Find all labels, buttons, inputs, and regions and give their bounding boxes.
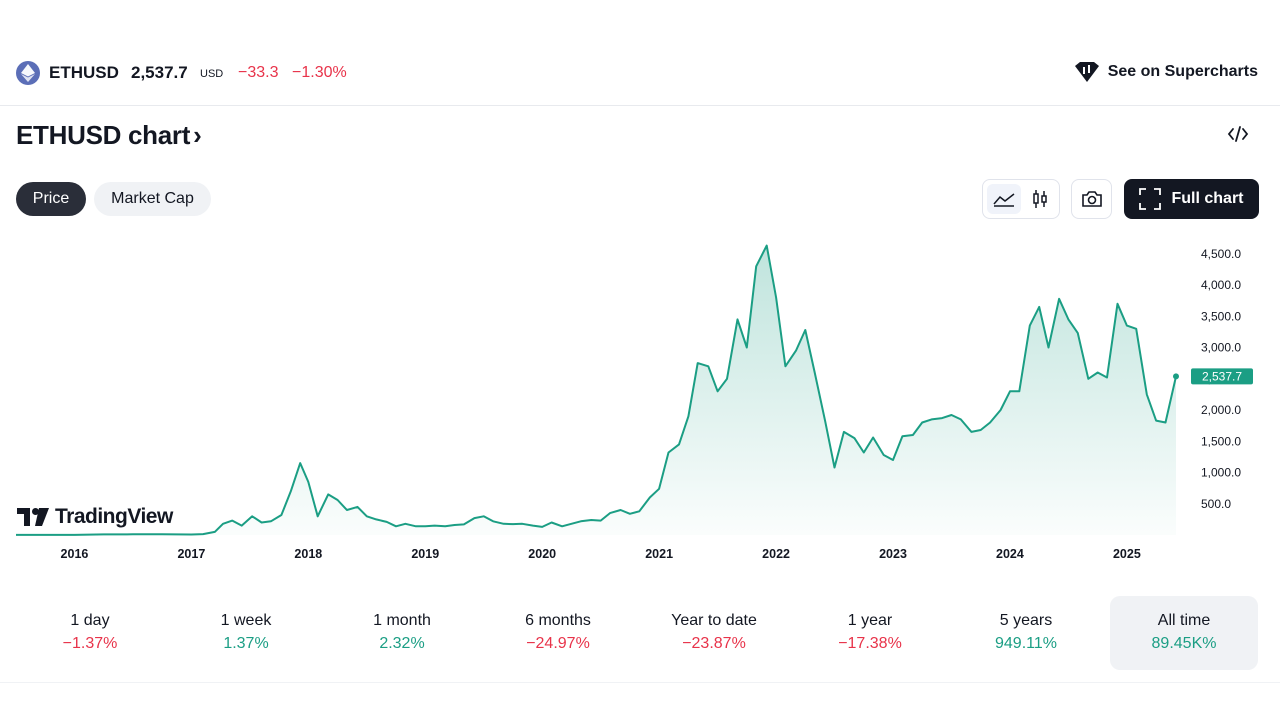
performance-periods: 1 day −1.37% 1 week 1.37% 1 month 2.32% … bbox=[16, 596, 1260, 670]
full-chart-button[interactable]: Full chart bbox=[1124, 179, 1259, 219]
currency-label: USD bbox=[200, 68, 224, 80]
x-tick-label: 2021 bbox=[645, 547, 673, 561]
price-change: −33.3 bbox=[238, 64, 279, 81]
page-title[interactable]: ETHUSD chart › bbox=[16, 120, 202, 151]
x-tick-label: 2023 bbox=[879, 547, 907, 561]
y-tick-label: 3,000.0 bbox=[1201, 341, 1241, 355]
divider bbox=[0, 682, 1280, 683]
period-label: All time bbox=[1157, 612, 1211, 629]
period-label: 1 day bbox=[70, 612, 110, 629]
x-tick-label: 2020 bbox=[528, 547, 556, 561]
period-value: 949.11% bbox=[995, 635, 1057, 652]
period-label: 5 years bbox=[999, 612, 1053, 629]
x-tick-label: 2018 bbox=[294, 547, 322, 561]
chart-type-toggle bbox=[982, 179, 1060, 219]
period-value: 2.32% bbox=[379, 635, 425, 652]
y-tick-label: 3,500.0 bbox=[1201, 309, 1241, 323]
period-value: −1.37% bbox=[62, 635, 118, 652]
period-year-to-date[interactable]: Year to date −23.87% bbox=[640, 596, 788, 670]
price-line bbox=[16, 244, 1177, 536]
y-tick-label: 4,000.0 bbox=[1201, 278, 1241, 292]
current-price-badge bbox=[1191, 368, 1253, 385]
current-price-label: 2,537.7 bbox=[1202, 369, 1242, 383]
price-chart[interactable]: 500.01,000.01,500.02,000.02,500.03,000.0… bbox=[0, 230, 1280, 575]
fullscreen-icon bbox=[1139, 188, 1162, 210]
last-price-dot bbox=[1173, 373, 1179, 380]
x-tick-label: 2024 bbox=[996, 547, 1024, 561]
price-area-fill bbox=[16, 245, 1176, 535]
tradingview-logo-icon bbox=[17, 508, 49, 526]
x-tick-label: 2019 bbox=[411, 547, 439, 561]
symbol-price: 2,537.7 bbox=[131, 63, 188, 82]
period-value: 89.45K% bbox=[1151, 635, 1217, 652]
camera-icon bbox=[1081, 191, 1102, 207]
period-label: Year to date bbox=[671, 612, 757, 629]
period-1-month[interactable]: 1 month 2.32% bbox=[328, 596, 476, 670]
period-label: 1 week bbox=[220, 612, 272, 629]
y-tick-label: 500.0 bbox=[1201, 497, 1231, 511]
symbol-name[interactable]: ETHUSD bbox=[49, 63, 119, 82]
period-value: −17.38% bbox=[838, 635, 902, 652]
tab-price[interactable]: Price bbox=[16, 182, 86, 216]
tradingview-logo-text: TradingView bbox=[55, 505, 173, 528]
y-tick-label: 2,000.0 bbox=[1201, 403, 1241, 417]
tab-market-cap[interactable]: Market Cap bbox=[94, 182, 211, 216]
x-tick-label: 2022 bbox=[762, 547, 790, 561]
candle-chart-button[interactable] bbox=[1023, 184, 1057, 214]
y-tick-label: 4,500.0 bbox=[1201, 247, 1241, 261]
period-value: −23.87% bbox=[682, 635, 746, 652]
period-value: 1.37% bbox=[223, 635, 269, 652]
period-label: 1 month bbox=[373, 612, 431, 629]
period-1-day[interactable]: 1 day −1.37% bbox=[16, 596, 164, 670]
line-chart-button[interactable] bbox=[987, 184, 1021, 214]
period-label: 6 months bbox=[525, 612, 591, 629]
period-value: −24.97% bbox=[526, 635, 590, 652]
symbol-header: ETHUSD 2,537.7 USD −33.3 −1.30% See on S… bbox=[0, 52, 1280, 106]
area-chart-icon bbox=[993, 193, 1015, 207]
tradingview-logo: TradingView bbox=[17, 505, 173, 529]
period-1-year[interactable]: 1 year −17.38% bbox=[796, 596, 944, 670]
price-change-percent: −1.30% bbox=[292, 64, 347, 81]
x-tick-label: 2016 bbox=[61, 547, 89, 561]
period-label: 1 year bbox=[847, 612, 893, 629]
period-5-years[interactable]: 5 years 949.11% bbox=[952, 596, 1100, 670]
full-chart-label: Full chart bbox=[1171, 190, 1244, 207]
supercharts-label: See on Supercharts bbox=[1107, 63, 1258, 80]
candlestick-icon bbox=[1033, 190, 1047, 208]
ethereum-icon bbox=[16, 61, 40, 85]
chart-title-text: ETHUSD chart bbox=[16, 120, 191, 150]
x-tick-label: 2025 bbox=[1113, 547, 1141, 561]
period-all-time[interactable]: All time 89.45K% bbox=[1110, 596, 1258, 670]
x-tick-label: 2017 bbox=[177, 547, 205, 561]
code-icon bbox=[1227, 126, 1249, 142]
y-tick-label: 1,000.0 bbox=[1201, 466, 1241, 480]
supercharts-icon bbox=[1074, 62, 1099, 82]
chevron-right-icon: › bbox=[193, 120, 202, 150]
period-6-months[interactable]: 6 months −24.97% bbox=[484, 596, 632, 670]
y-tick-label: 1,500.0 bbox=[1201, 434, 1241, 448]
screenshot-button[interactable] bbox=[1071, 179, 1112, 219]
embed-code-button[interactable] bbox=[1226, 122, 1250, 146]
period-1-week[interactable]: 1 week 1.37% bbox=[172, 596, 320, 670]
see-on-supercharts-link[interactable]: See on Supercharts bbox=[1074, 61, 1258, 83]
